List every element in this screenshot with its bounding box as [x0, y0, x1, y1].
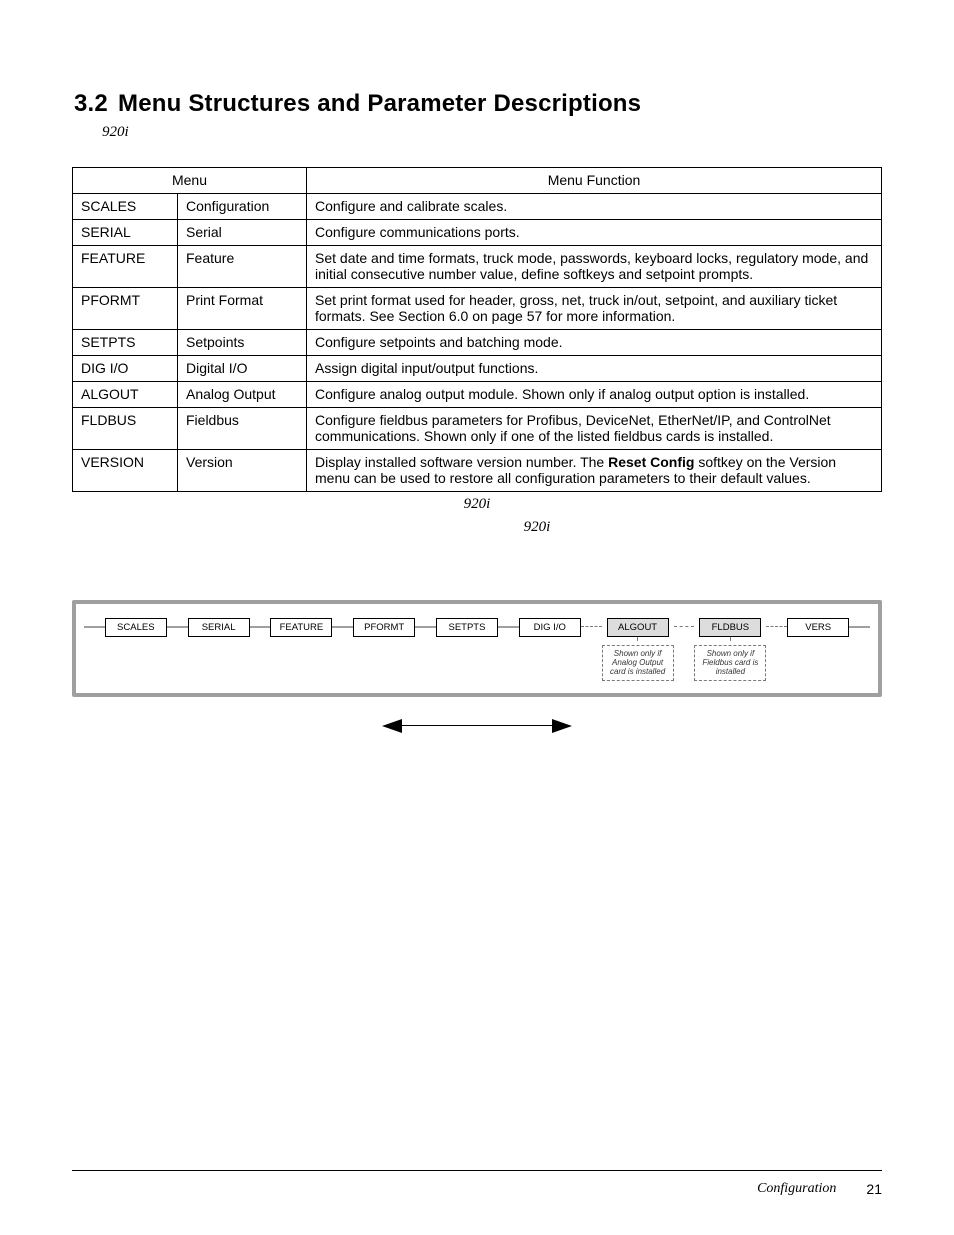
connector [849, 626, 870, 628]
diagram-node: FLDBUS Shown only if Fieldbus card is ins… [694, 618, 766, 681]
cell-menu-code: VERSION [73, 450, 178, 492]
connector [332, 626, 353, 628]
diagram-node: VERS [787, 618, 849, 637]
connector [674, 626, 695, 627]
table-caption: 920i [72, 496, 882, 513]
page-footer: Configuration 21 [72, 1170, 882, 1197]
connector [766, 626, 787, 627]
menu-table: Menu Menu Function SCALESConfigurationCo… [72, 167, 882, 492]
note-connector [637, 637, 638, 641]
diagram-node-box: FEATURE [270, 618, 332, 637]
cell-menu-code: PFORMT [73, 288, 178, 330]
figure-caption-top: 920i [72, 519, 882, 536]
diagram-node: SCALES [105, 618, 167, 637]
cell-menu-code: FEATURE [73, 246, 178, 288]
section-title: Menu Structures and Parameter Descriptio… [118, 90, 641, 117]
footer-page-number: 21 [866, 1181, 882, 1197]
table-row: SERIALSerialConfigure communications por… [73, 220, 882, 246]
cell-menu-function: Configure setpoints and batching mode. [307, 330, 882, 356]
cell-menu-code: SERIAL [73, 220, 178, 246]
cell-menu-name: Version [178, 450, 307, 492]
cell-menu-name: Digital I/O [178, 356, 307, 382]
table-row: SETPTSSetpointsConfigure setpoints and b… [73, 330, 882, 356]
diagram-node-note: Shown only if Analog Output card is inst… [602, 645, 674, 681]
cell-menu-name: Configuration [178, 194, 307, 220]
connector [415, 626, 436, 628]
cell-menu-code: FLDBUS [73, 408, 178, 450]
cell-menu-name: Fieldbus [178, 408, 307, 450]
table-row: PFORMTPrint FormatSet print format used … [73, 288, 882, 330]
cell-menu-function: Configure analog output module. Shown on… [307, 382, 882, 408]
footer-section-label: Configuration [757, 1181, 836, 1197]
subhead-model: 920i [102, 124, 882, 141]
connector [581, 626, 602, 627]
table-row: ALGOUTAnalog OutputConfigure analog outp… [73, 382, 882, 408]
cell-menu-name: Serial [178, 220, 307, 246]
note-connector [730, 637, 731, 641]
cell-menu-name: Feature [178, 246, 307, 288]
table-row: FEATUREFeatureSet date and time formats,… [73, 246, 882, 288]
cell-menu-function: Assign digital input/output functions. [307, 356, 882, 382]
double-arrow-icon [72, 719, 882, 733]
diagram-node-box: ALGOUT [607, 618, 669, 637]
th-menu: Menu [73, 168, 307, 194]
cell-menu-function: Display installed software version numbe… [307, 450, 882, 492]
cell-menu-function: Set date and time formats, truck mode, p… [307, 246, 882, 288]
diagram-node: SETPTS [436, 618, 498, 637]
cell-menu-name: Print Format [178, 288, 307, 330]
table-row: SCALESConfigurationConfigure and calibra… [73, 194, 882, 220]
th-function: Menu Function [307, 168, 882, 194]
cell-menu-name: Setpoints [178, 330, 307, 356]
table-row: VERSIONVersionDisplay installed software… [73, 450, 882, 492]
cell-menu-code: DIG I/O [73, 356, 178, 382]
cell-menu-function: Set print format used for header, gross,… [307, 288, 882, 330]
connector [498, 626, 519, 628]
section-number: 3.2 [74, 90, 118, 118]
diagram-node: ALGOUT Shown only if Analog Output card i… [602, 618, 674, 681]
cell-menu-code: SETPTS [73, 330, 178, 356]
diagram-node-box: VERS [787, 618, 849, 637]
connector [167, 626, 188, 628]
connector [250, 626, 271, 628]
menu-flow-diagram: SCALES SERIAL FEATURE PFORMT SETPTS DIG I/O AL… [72, 600, 882, 733]
cell-menu-function: Configure fieldbus parameters for Profib… [307, 408, 882, 450]
diagram-node-box: SCALES [105, 618, 167, 637]
table-row: DIG I/ODigital I/OAssign digital input/o… [73, 356, 882, 382]
diagram-node: FEATURE [270, 618, 332, 637]
connector [84, 626, 105, 628]
cell-menu-function: Configure and calibrate scales. [307, 194, 882, 220]
cell-menu-name: Analog Output [178, 382, 307, 408]
diagram-node-box: SETPTS [436, 618, 498, 637]
section-heading: 3.2Menu Structures and Parameter Descrip… [74, 90, 882, 118]
cell-menu-code: ALGOUT [73, 382, 178, 408]
diagram-node-note: Shown only if Fieldbus card is installed [694, 645, 766, 681]
diagram-node: DIG I/O [519, 618, 581, 637]
diagram-node-box: SERIAL [188, 618, 250, 637]
diagram-node-box: FLDBUS [699, 618, 761, 637]
diagram-node: PFORMT [353, 618, 415, 637]
diagram-node-box: DIG I/O [519, 618, 581, 637]
diagram-node: SERIAL [188, 618, 250, 637]
diagram-node-box: PFORMT [353, 618, 415, 637]
cell-menu-function: Configure communications ports. [307, 220, 882, 246]
table-row: FLDBUSFieldbusConfigure fieldbus paramet… [73, 408, 882, 450]
cell-menu-code: SCALES [73, 194, 178, 220]
